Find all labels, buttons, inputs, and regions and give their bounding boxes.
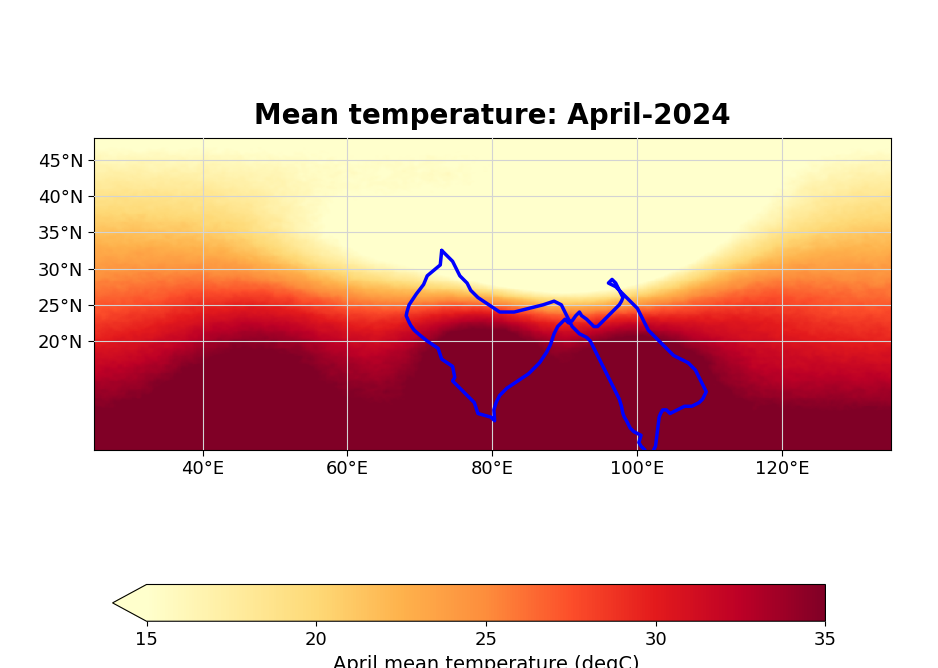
- PathPatch shape: [113, 584, 146, 621]
- Title: Mean temperature: April-2024: Mean temperature: April-2024: [254, 102, 731, 130]
- X-axis label: April mean temperature (degC): April mean temperature (degC): [333, 655, 640, 668]
